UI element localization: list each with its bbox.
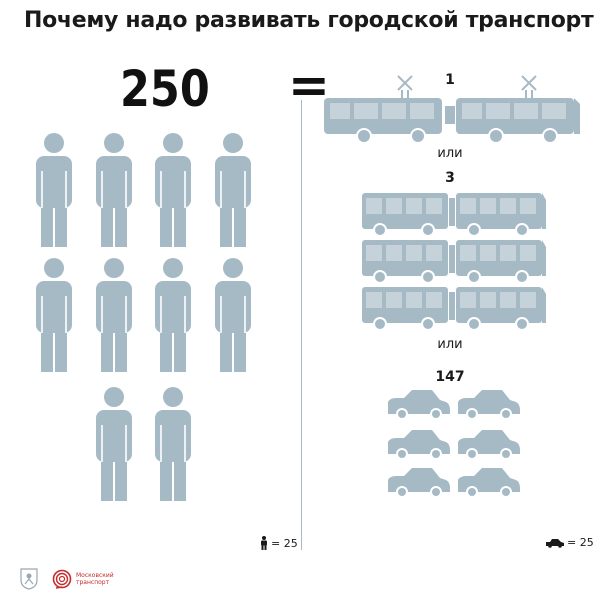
people-legend: = 25	[260, 536, 298, 550]
car-icon	[458, 468, 520, 498]
logo-text: Московский транспорт	[76, 572, 114, 586]
tram-count: 1	[445, 72, 455, 88]
car-legend: = 25	[546, 536, 594, 549]
bus-icon	[362, 193, 546, 237]
page-title: Почему надо развивать городской транспор…	[24, 8, 594, 33]
footer-logos: Московский транспорт	[20, 568, 118, 590]
bus-icon	[362, 287, 546, 331]
equals-sign: =	[288, 56, 330, 114]
bus-count: 3	[445, 170, 455, 186]
moscow-transport-logo-icon	[52, 569, 72, 589]
bus-icon	[362, 240, 546, 284]
car-icon	[388, 430, 450, 460]
or-label: или	[437, 146, 463, 161]
or-label: или	[437, 337, 463, 352]
car-icon	[458, 390, 520, 420]
people-legend-value: = 25	[271, 536, 298, 550]
car-legend-value: = 25	[567, 536, 594, 549]
moscow-transport-logo: Московский транспорт	[52, 569, 118, 589]
people-count: 250	[120, 60, 210, 118]
moscow-coat-of-arms-icon	[20, 568, 38, 590]
person-icon	[261, 536, 267, 550]
divider	[301, 100, 302, 550]
car-icon	[388, 468, 450, 498]
car-icon	[388, 390, 450, 420]
car-icon	[546, 538, 564, 548]
car-count: 147	[435, 369, 465, 385]
tram-icon	[324, 75, 580, 144]
car-icon	[458, 430, 520, 460]
